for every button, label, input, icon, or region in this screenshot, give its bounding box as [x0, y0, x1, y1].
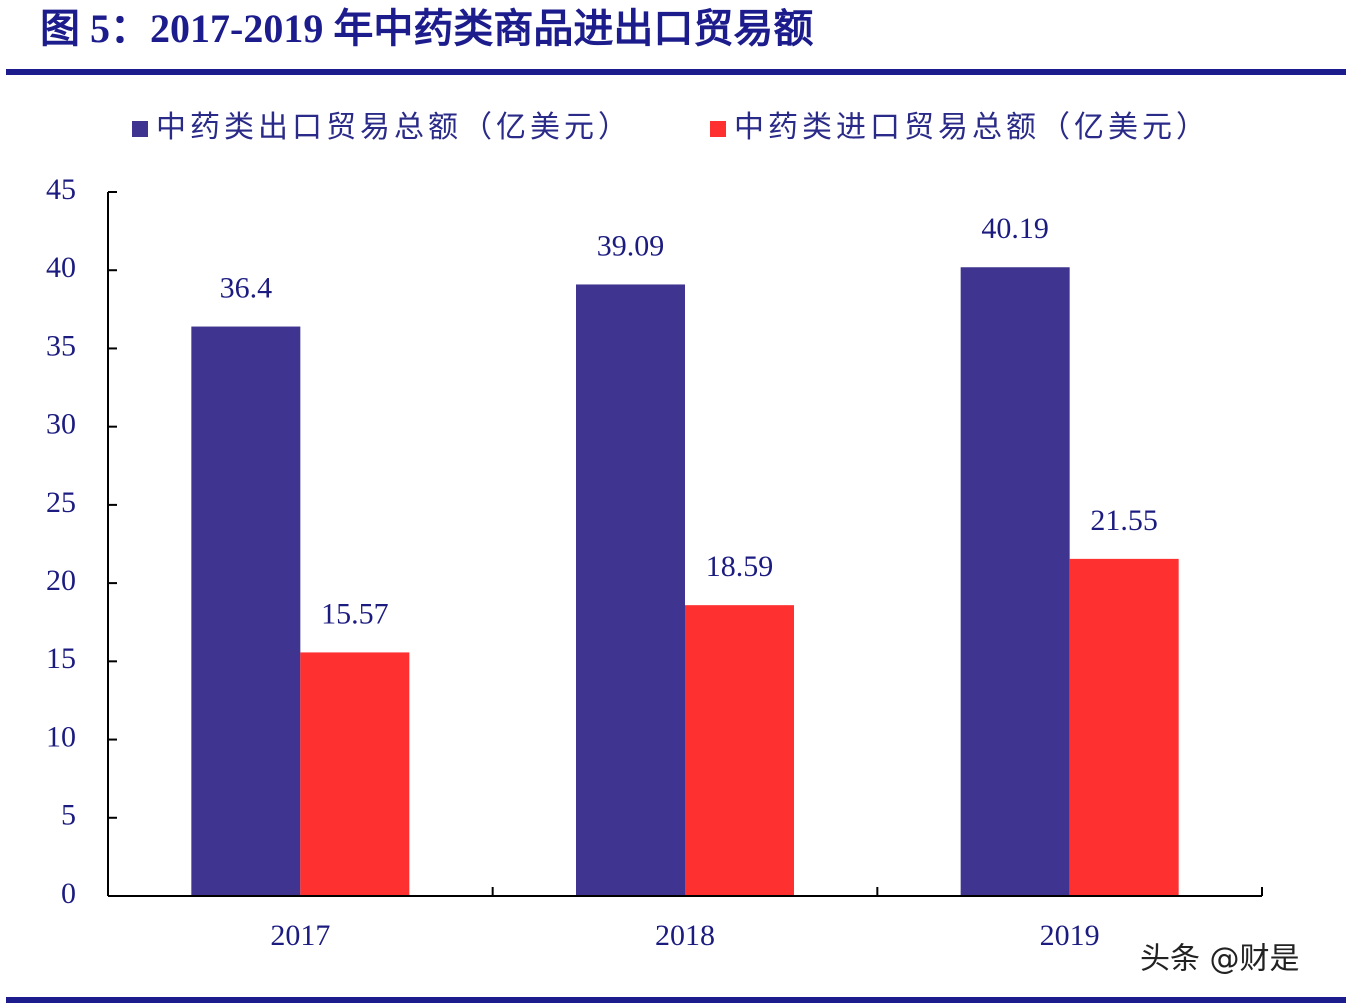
data-label: 39.09 [597, 229, 665, 262]
y-tick-label: 20 [46, 564, 76, 597]
y-tick-label: 25 [46, 486, 76, 519]
y-tick-label: 15 [46, 642, 76, 675]
y-tick-label: 30 [46, 408, 76, 441]
bar [960, 267, 1070, 897]
legend-label: 中药类出口贸易总额（亿美元） [156, 111, 632, 144]
bar [576, 284, 685, 896]
legend-swatch [132, 121, 148, 137]
x-tick-label: 2019 [1040, 919, 1100, 952]
y-tick-label: 5 [61, 799, 76, 832]
title-rule [6, 69, 1346, 75]
y-tick-label: 10 [46, 720, 76, 753]
data-label: 36.4 [220, 271, 273, 304]
data-label: 15.57 [321, 597, 389, 630]
x-tick-label: 2018 [655, 919, 715, 952]
y-tick-label: 45 [46, 173, 76, 206]
data-label: 21.55 [1090, 504, 1158, 537]
bar [300, 652, 410, 896]
y-tick-label: 0 [61, 877, 76, 910]
x-tick-label: 2017 [270, 919, 330, 952]
data-label: 40.19 [981, 212, 1049, 245]
bar [1069, 558, 1179, 896]
chart-title: 图 5：2017-2019 年中药类商品进出口贸易额 [40, 6, 813, 51]
y-tick-label: 35 [46, 329, 76, 362]
watermark: 头条 @财是 [1140, 942, 1300, 977]
bar [685, 605, 794, 896]
bottom-rule [6, 997, 1346, 1003]
y-tick-label: 40 [46, 251, 76, 284]
legend-label: 中药类进口贸易总额（亿美元） [734, 111, 1210, 144]
data-label: 18.59 [706, 550, 774, 583]
bar [191, 326, 301, 896]
legend-swatch [710, 121, 726, 137]
